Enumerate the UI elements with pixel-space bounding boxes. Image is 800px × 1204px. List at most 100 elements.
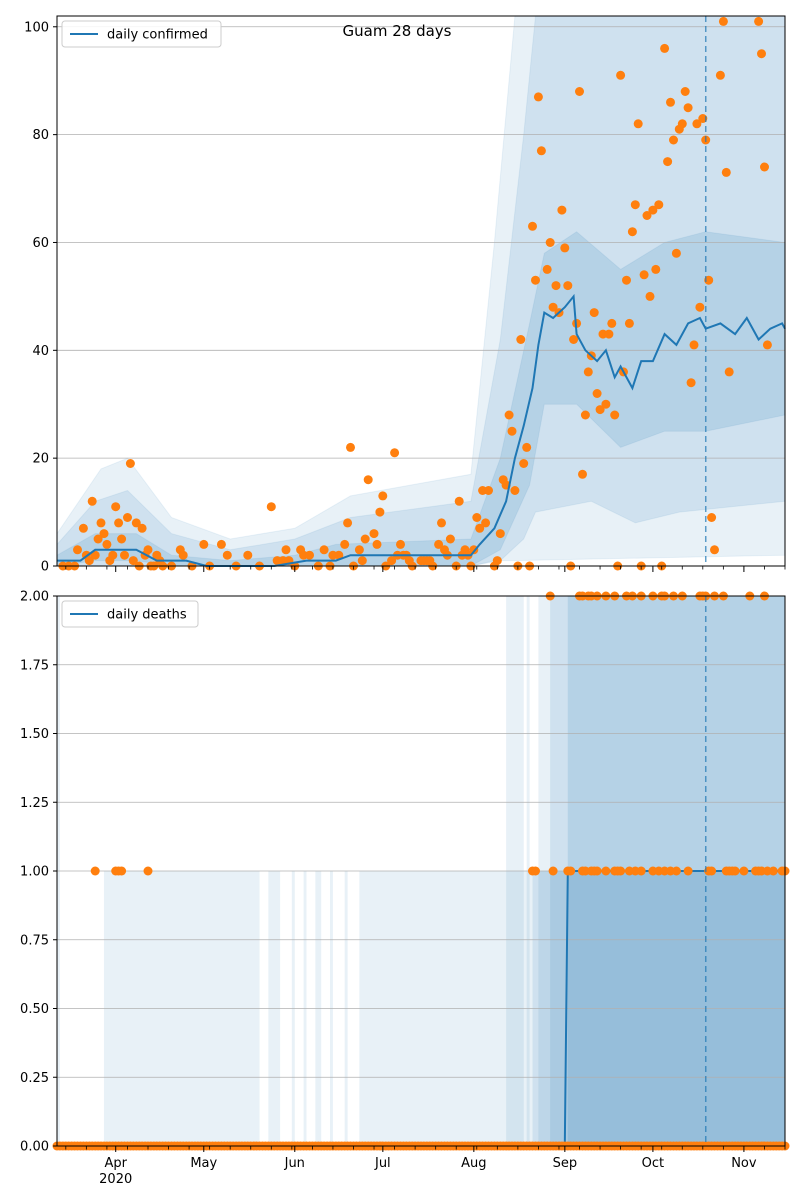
confirmed-point: [707, 513, 717, 522]
confirmed-series-line: [57, 293, 786, 567]
confirmed-point: [760, 162, 769, 172]
confirmed-point: [551, 281, 561, 291]
confirmed-point: [222, 550, 232, 560]
confirmed-point: [560, 243, 570, 253]
confirmed-point: [578, 469, 587, 479]
confirmed-legend-box: [61, 20, 222, 48]
confirmed-point: [199, 539, 209, 549]
confirmed-point: [601, 399, 611, 409]
confirmed-point: [346, 442, 355, 452]
confirmed-point: [624, 318, 634, 328]
confirmed-point: [715, 70, 725, 80]
x-month-label: Jun: [284, 1156, 305, 1171]
deaths-axis-ticks: 0.00 0.25 0.50 0.75 1.00 1.25 1.50 1.75 2.00: [20, 590, 786, 1155]
y-tick-label: 40: [32, 344, 49, 359]
deaths-point: [636, 866, 646, 876]
confirmed-point: [630, 200, 640, 210]
y-tick-label: 0.75: [20, 933, 49, 948]
confirmed-point: [216, 539, 226, 549]
confirmed-point: [589, 308, 599, 318]
y-tick-label: 100: [24, 20, 49, 35]
confirmed-point: [595, 405, 605, 415]
confirmed-point: [375, 507, 385, 517]
confirmed-point: [721, 167, 731, 177]
confirmed-point: [123, 513, 132, 522]
confirmed-point: [545, 238, 555, 247]
confirmed-point: [583, 367, 593, 377]
confirmed-point: [575, 87, 584, 96]
confirmed-point: [663, 157, 673, 167]
deaths-point: [671, 866, 681, 876]
confirmed-point: [125, 459, 135, 468]
confirmed-point: [334, 550, 344, 560]
confirmed-point: [475, 523, 485, 533]
y-tick-label: 80: [32, 128, 49, 143]
deaths-legend-box: [61, 600, 199, 628]
confirmed-point: [522, 442, 532, 452]
deaths-point: [90, 866, 100, 876]
confirmed-point: [390, 448, 400, 458]
confirmed-point: [542, 264, 552, 274]
confirmed-point: [695, 302, 705, 312]
confirmed-point: [369, 529, 379, 539]
confirmed-axis-ticks: 0 20 40 60 80 100: [24, 20, 786, 575]
confirmed-point: [651, 264, 661, 274]
confirmed-point: [648, 205, 658, 215]
confirmed-point: [504, 410, 514, 420]
confirmed-legend: daily confirmed: [61, 20, 222, 48]
deaths-point: [592, 866, 602, 876]
confirmed-point: [78, 523, 88, 533]
y-tick-label: 1.25: [20, 796, 49, 811]
confirmed-point: [243, 550, 253, 560]
confirmed-point: [519, 459, 529, 468]
confirmed-point: [87, 496, 97, 506]
y-tick-label: 1.75: [20, 658, 49, 673]
confirmed-point: [90, 550, 100, 560]
confirmed-point: [686, 378, 696, 388]
confirmed-point: [669, 135, 678, 145]
confirmed-point: [484, 486, 493, 495]
confirmed-point: [372, 539, 382, 549]
confirmed-point: [671, 248, 681, 258]
confirmed-point: [84, 556, 94, 566]
confirmed-point: [117, 534, 127, 544]
confirmed-point: [357, 556, 367, 566]
confirmed-point: [93, 534, 103, 544]
confirmed-point: [343, 518, 353, 528]
confirmed-point: [633, 119, 643, 129]
confirmed-point: [472, 513, 482, 522]
deaths-point: [730, 866, 740, 876]
confirmed-point: [108, 550, 118, 560]
x-month-label: May: [190, 1156, 217, 1171]
confirmed-point: [718, 16, 728, 26]
y-tick-label: 0: [41, 560, 49, 575]
confirmed-point: [528, 221, 537, 231]
x-month-label: Oct: [642, 1156, 664, 1171]
confirmed-point: [360, 534, 370, 544]
y-tick-label: 20: [32, 452, 49, 467]
confirmed-point: [363, 475, 373, 485]
confirmed-point: [724, 367, 734, 377]
confirmed-point: [645, 291, 655, 301]
deaths-point: [683, 866, 693, 876]
x-month-label: Apr: [104, 1156, 127, 1171]
confirmed-point: [757, 49, 766, 59]
confirmed-point: [616, 70, 626, 80]
confirmed-point: [481, 518, 491, 528]
confirmed-point: [354, 545, 364, 555]
confirmed-point: [128, 556, 138, 566]
confirmed-point: [137, 523, 147, 533]
confirmed-point: [495, 529, 505, 539]
confirmed-point: [434, 539, 444, 549]
confirmed-point: [531, 275, 540, 285]
confirmed-point: [557, 205, 567, 215]
confirmed-point: [507, 426, 517, 436]
x-month-label: Sep: [553, 1156, 578, 1171]
confirmed-point: [178, 550, 188, 560]
confirmed-point: [607, 318, 617, 328]
confirmed-point: [622, 275, 631, 285]
confirmed-point: [340, 539, 350, 549]
confirmed-point: [319, 545, 329, 555]
deaths-point: [566, 866, 576, 876]
